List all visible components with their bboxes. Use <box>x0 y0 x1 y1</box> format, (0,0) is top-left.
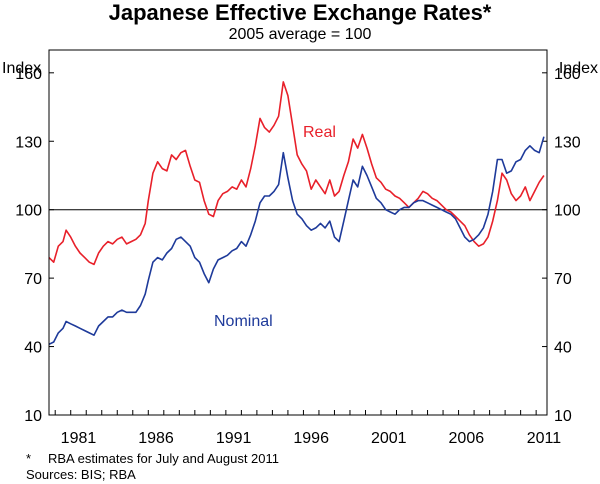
series-line-nominal <box>48 136 545 346</box>
right-axis-label: Index <box>559 60 598 77</box>
x-tick-label: 1981 <box>61 430 97 447</box>
line-chart: 10 10 40 40 70 70 100 100 130 130 160 160 1981 1986 19… <box>2 49 598 447</box>
y-tick-label-left: 160 <box>15 66 42 83</box>
footnote: * RBA estimates for July and August 2011 <box>26 451 279 467</box>
x-tick-label: 1991 <box>216 430 252 447</box>
y-tick-label-right: 100 <box>554 203 581 220</box>
x-tick-label: 2001 <box>371 430 407 447</box>
footnote-text: RBA estimates for July and August 2011 <box>48 451 280 466</box>
y-tick-label-right: 40 <box>554 340 572 357</box>
x-tick-label: 2011 <box>527 430 562 447</box>
y-tick-label-right: 160 <box>554 66 581 83</box>
y-tick-label-left: 130 <box>15 134 42 151</box>
plot-frame <box>48 49 548 416</box>
series-label-real: Real <box>303 124 336 141</box>
series-line-real <box>48 81 545 266</box>
y-tick-label-right: 70 <box>554 271 572 288</box>
chart-title: Japanese Effective Exchange Rates* <box>108 0 492 25</box>
y-tick-label-right: 10 <box>554 408 572 425</box>
left-axis-label: Index <box>2 60 41 77</box>
series-label-nominal: Nominal <box>214 313 273 330</box>
sources-note: Sources: BIS; RBA <box>26 467 136 482</box>
x-tick-label: 1996 <box>293 430 329 447</box>
x-tick-label: 1986 <box>138 430 174 447</box>
y-tick-label-right: 130 <box>554 134 581 151</box>
y-tick-label-left: 100 <box>15 203 42 220</box>
footnote-marker: * <box>26 451 32 466</box>
y-tick-label-left: 40 <box>24 340 42 357</box>
y-tick-label-left: 10 <box>24 408 42 425</box>
x-tick-label: 2006 <box>449 430 485 447</box>
chart-subtitle: 2005 average = 100 <box>228 26 372 43</box>
y-tick-label-left: 70 <box>24 271 42 288</box>
